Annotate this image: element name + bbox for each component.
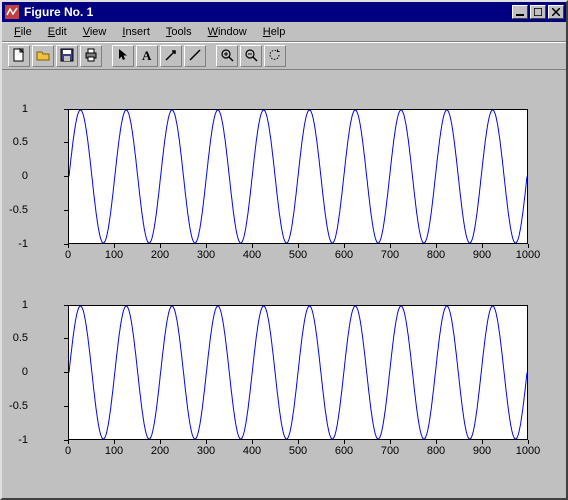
pointer-button[interactable]	[112, 45, 134, 67]
text-button[interactable]: A	[136, 45, 158, 67]
save-button[interactable]	[56, 45, 78, 67]
xtick-label: 100	[105, 445, 123, 457]
xtick-label: 400	[243, 445, 261, 457]
ytick-label: 0.5	[0, 136, 28, 148]
ytick-label: -0.5	[0, 400, 28, 412]
xtick-label: 500	[289, 249, 307, 261]
rotate-button[interactable]	[264, 45, 286, 67]
xtick-label: 0	[65, 445, 71, 457]
svg-text:A: A	[142, 48, 152, 62]
ytick-label: 0	[0, 170, 28, 182]
rotate-icon	[268, 48, 282, 65]
xtick-label: 500	[289, 445, 307, 457]
close-button[interactable]	[548, 5, 564, 19]
xtick-label: 900	[473, 445, 491, 457]
xtick-label: 800	[427, 445, 445, 457]
menu-file[interactable]: File	[6, 24, 40, 40]
zoom-in-icon	[220, 48, 234, 65]
xtick-label: 400	[243, 249, 261, 261]
axes-2[interactable]: -1-0.500.5101002003004005006007008009001…	[16, 295, 546, 470]
menu-tools[interactable]: Tools	[158, 24, 200, 40]
axes-1[interactable]: -1-0.500.5101002003004005006007008009001…	[16, 99, 546, 274]
xtick-label: 800	[427, 249, 445, 261]
titlebar[interactable]: Figure No. 1	[2, 2, 566, 22]
ytick-label: -1	[0, 238, 28, 250]
print-icon	[84, 48, 98, 65]
xtick-label: 1000	[516, 445, 540, 457]
ytick-label: 0.5	[0, 332, 28, 344]
minimize-button[interactable]	[512, 5, 528, 19]
print-button[interactable]	[80, 45, 102, 67]
ytick-label: 1	[0, 299, 28, 311]
arrow-button[interactable]	[160, 45, 182, 67]
window-title: Figure No. 1	[24, 5, 510, 19]
ytick-label: 0	[0, 366, 28, 378]
new-icon	[12, 48, 26, 65]
window-buttons	[510, 5, 564, 19]
zoom-out-icon	[244, 48, 258, 65]
menu-window[interactable]: Window	[200, 24, 255, 40]
ytick-label: -0.5	[0, 204, 28, 216]
line-series	[69, 110, 527, 243]
figure-area: -1-0.500.5101002003004005006007008009001…	[2, 70, 566, 498]
xtick-label: 700	[381, 445, 399, 457]
plot-box	[68, 109, 528, 244]
maximize-button[interactable]	[530, 5, 546, 19]
toolbar: A	[2, 42, 566, 70]
xtick-label: 600	[335, 249, 353, 261]
line-icon	[188, 48, 202, 65]
line-series	[69, 306, 527, 439]
new-button[interactable]	[8, 45, 30, 67]
xtick-label: 100	[105, 249, 123, 261]
xtick-label: 200	[151, 249, 169, 261]
menu-edit[interactable]: Edit	[40, 24, 75, 40]
zoom-in-button[interactable]	[216, 45, 238, 67]
menu-insert[interactable]: Insert	[114, 24, 158, 40]
line-button[interactable]	[184, 45, 206, 67]
save-icon	[60, 48, 74, 65]
xtick-label: 700	[381, 249, 399, 261]
xtick-label: 900	[473, 249, 491, 261]
plot-box	[68, 305, 528, 440]
open-button[interactable]	[32, 45, 54, 67]
open-icon	[36, 48, 50, 65]
xtick-label: 300	[197, 249, 215, 261]
text-icon: A	[140, 48, 154, 65]
arrow-icon	[164, 48, 178, 65]
menu-view[interactable]: View	[75, 24, 115, 40]
xtick-label: 600	[335, 445, 353, 457]
zoom-out-button[interactable]	[240, 45, 262, 67]
xtick-label: 200	[151, 445, 169, 457]
menubar: FileEditViewInsertToolsWindowHelp	[2, 22, 566, 42]
app-icon	[4, 4, 20, 20]
menu-help[interactable]: Help	[255, 24, 294, 40]
pointer-icon	[116, 48, 130, 65]
xtick-label: 1000	[516, 249, 540, 261]
xtick-label: 0	[65, 249, 71, 261]
ytick-label: 1	[0, 103, 28, 115]
figure-window: Figure No. 1 FileEditViewInsertToolsWind…	[0, 0, 568, 500]
ytick-label: -1	[0, 434, 28, 446]
xtick-label: 300	[197, 445, 215, 457]
